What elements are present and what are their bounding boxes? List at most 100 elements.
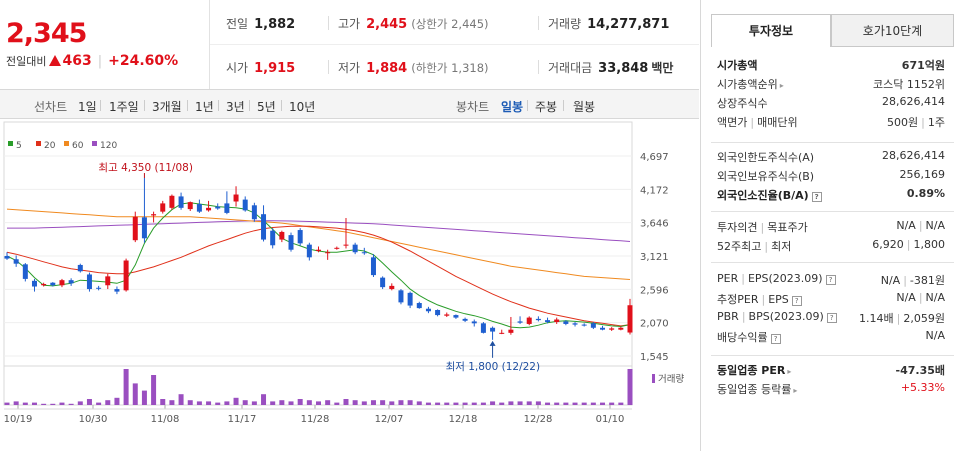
candle-body <box>444 314 450 316</box>
change-percent: +24.60% <box>108 53 179 69</box>
info-row-value: 671억원 <box>902 57 945 73</box>
divider <box>563 100 564 111</box>
volume-bar <box>141 390 147 405</box>
info-row: 시가총액순위 ▸ 코스닥 1152위 <box>717 76 945 94</box>
help-icon[interactable]: ? <box>811 192 822 202</box>
volume-bar <box>270 401 276 405</box>
candle-body <box>59 280 65 286</box>
volume-bar <box>151 375 157 405</box>
volume-bar <box>343 399 349 405</box>
info-row: 동일업종 등락률 ▸ +5.33% <box>717 381 945 399</box>
volume-bar <box>105 400 111 405</box>
divider <box>711 211 954 212</box>
high: 고가 2,445 (상한가 2,445) <box>338 15 489 32</box>
volume-bar <box>68 403 74 405</box>
period-10y-button[interactable]: 10년 <box>289 100 316 114</box>
divider <box>711 142 954 143</box>
candle-chart-label: 봉차트 <box>456 100 490 114</box>
high-annotation: 최고 4,350 (11/08) <box>98 162 193 174</box>
candle-daily-button[interactable]: 일봉 <box>501 100 524 114</box>
divider: | <box>761 293 766 306</box>
info-value: 500원 <box>887 116 919 129</box>
volume-bar <box>416 401 422 405</box>
help-icon[interactable]: ? <box>826 313 837 323</box>
volume-bar <box>334 402 340 405</box>
info-label[interactable]: 시가총액순위 <box>717 78 778 91</box>
y-tick-label: 4,697 <box>640 152 669 163</box>
divider: | <box>906 238 911 251</box>
info-label-secondary: EPS(2023.09) <box>747 272 823 285</box>
info-row-value: +5.33% <box>901 381 945 394</box>
info-label[interactable]: 동일업종 등락률 <box>717 383 792 396</box>
prev-close-label: 전일 <box>226 17 249 31</box>
candle-body <box>132 216 138 241</box>
x-tick-label: 10/30 <box>79 414 108 425</box>
period-1w-button[interactable]: 1주일 <box>109 100 139 114</box>
legend-label: 60 <box>72 141 84 151</box>
legend-swatch <box>92 141 97 146</box>
chevron-right-icon[interactable]: ▸ <box>793 386 798 395</box>
price-plot-frame <box>3 121 633 367</box>
volume-bar <box>288 401 294 405</box>
divider <box>538 60 539 74</box>
info-label-secondary: EPS <box>768 293 789 306</box>
candle-body <box>526 317 532 324</box>
info-row: 52주최고 | 최저 6,920 | 1,800 <box>717 238 945 256</box>
candle-body <box>169 195 175 208</box>
candle-body <box>279 231 285 240</box>
volume-bar <box>123 369 129 405</box>
divider <box>711 262 954 263</box>
tab-invest-info[interactable]: 투자정보 <box>711 14 831 47</box>
divider <box>187 100 188 111</box>
candle-weekly-button[interactable]: 주봉 <box>535 100 558 114</box>
period-5y-button[interactable]: 5년 <box>257 100 276 114</box>
chevron-right-icon[interactable]: ▸ <box>779 81 784 90</box>
candle-body <box>114 289 120 292</box>
info-value: 671억원 <box>901 59 945 72</box>
x-tick-label: 11/28 <box>301 414 330 425</box>
ma20-line <box>6 225 631 327</box>
info-label: 투자의견 <box>717 221 758 234</box>
help-icon[interactable]: ? <box>770 334 781 344</box>
volume-bar <box>398 400 404 405</box>
divider: | <box>760 221 765 234</box>
info-row-label: 외국인한도주식수(A) <box>717 149 814 165</box>
candle-body <box>453 315 459 318</box>
lower-limit: (하한가 1,318) <box>411 61 489 75</box>
divider <box>144 100 145 111</box>
candle-body <box>261 214 267 240</box>
period-3m-button[interactable]: 3개월 <box>152 100 182 114</box>
volume-bar <box>306 400 312 405</box>
stock-chart[interactable]: 4,697 4,172 3,646 3,121 2,596 2,070 1,545 10/19… <box>0 120 699 451</box>
candle-body <box>600 327 606 330</box>
volume-bar <box>41 403 47 405</box>
info-value-secondary: 2,059원 <box>903 312 945 325</box>
volume-label: 거래량 <box>548 17 582 31</box>
candle-body <box>590 323 596 328</box>
tab-orderbook[interactable]: 호가10단계 <box>831 14 954 47</box>
chevron-right-icon[interactable]: ▸ <box>787 367 792 376</box>
low-arrow-head <box>489 340 496 346</box>
candle-body <box>96 287 102 289</box>
info-label[interactable]: 동일업종 PER <box>717 364 786 377</box>
help-icon[interactable]: ? <box>825 275 836 285</box>
candle-monthly-button[interactable]: 월봉 <box>573 100 596 114</box>
period-3y-button[interactable]: 3년 <box>226 100 245 114</box>
info-row: 동일업종 PER ▸ -47.35배 <box>717 362 945 380</box>
amount-label: 거래대금 <box>548 61 593 75</box>
divider <box>711 355 954 356</box>
help-icon[interactable]: ? <box>791 296 802 306</box>
amount-unit: 백만 <box>651 61 674 75</box>
info-label-secondary: BPS(2023.09) <box>748 310 824 323</box>
period-1y-button[interactable]: 1년 <box>195 100 214 114</box>
info-row-label: 시가총액순위 ▸ <box>717 76 784 92</box>
info-label: 시가총액 <box>717 59 758 72</box>
info-tabs: 투자정보 호가10단계 <box>711 14 954 47</box>
info-value: N/A <box>896 219 916 232</box>
info-row-value: 28,626,414 <box>882 95 945 108</box>
volume-bar <box>545 402 551 405</box>
volume-bar <box>352 400 358 405</box>
volume-bar <box>389 401 395 405</box>
period-1d-button[interactable]: 1일 <box>78 100 97 114</box>
ma60-line <box>6 208 631 280</box>
